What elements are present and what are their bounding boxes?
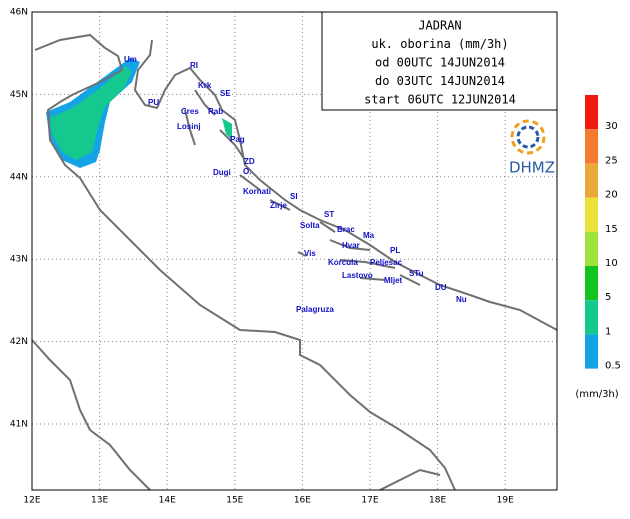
level-label: 25 bbox=[605, 155, 618, 166]
lat-label: 41N bbox=[10, 420, 28, 430]
place: Palagruza bbox=[296, 305, 334, 314]
color-swatch bbox=[585, 266, 598, 301]
islands bbox=[184, 89, 421, 286]
rain-area-inner bbox=[50, 66, 132, 160]
lon-label: 14E bbox=[159, 496, 176, 506]
place: ST bbox=[324, 210, 334, 219]
title-line: do 03UTC 14JUN2014 bbox=[375, 74, 505, 88]
title-line: start 06UTC 12JUN2014 bbox=[364, 93, 516, 107]
title-line: uk. oborina (mm/3h) bbox=[371, 37, 508, 51]
place: PL bbox=[390, 246, 400, 255]
place: Mljet bbox=[384, 276, 403, 285]
color-swatch bbox=[585, 334, 598, 369]
place: ZD bbox=[244, 157, 255, 166]
place-labels: Um PU RI Krk SE Cres Rab Losinj Pag ZD D… bbox=[124, 55, 467, 314]
place: Korcula bbox=[328, 258, 358, 267]
place: Um bbox=[124, 55, 137, 64]
lat-label: 45N bbox=[10, 90, 28, 100]
title-lines: JADRAN uk. oborina (mm/3h) od 00UTC 14JUN2… bbox=[364, 19, 516, 107]
color-swatch bbox=[585, 129, 598, 164]
place: Hvar bbox=[342, 241, 360, 250]
place: Ma bbox=[363, 231, 375, 240]
level-label: 5 bbox=[605, 292, 611, 303]
color-swatch bbox=[585, 197, 598, 232]
place: Pag bbox=[230, 135, 245, 144]
place: PU bbox=[148, 98, 159, 107]
level-label: 30 bbox=[605, 121, 618, 132]
title-line: JADRAN bbox=[418, 19, 461, 33]
place: SI bbox=[290, 192, 298, 201]
level-label: 10 bbox=[605, 258, 618, 269]
place: Lastovo bbox=[342, 271, 373, 280]
color-swatch bbox=[585, 300, 598, 335]
place: O. bbox=[243, 167, 251, 176]
place: SE bbox=[220, 89, 231, 98]
title-box bbox=[321, 11, 558, 111]
place: Dugi bbox=[213, 168, 231, 177]
place: Brac bbox=[337, 225, 355, 234]
level-label: 20 bbox=[605, 190, 618, 201]
lon-label: 16E bbox=[294, 496, 311, 506]
place: Nu bbox=[456, 295, 467, 304]
lon-label: 13E bbox=[91, 496, 108, 506]
title-line: od 00UTC 14JUN2014 bbox=[375, 56, 505, 70]
italy-coast bbox=[31, 33, 456, 491]
croatia-coast bbox=[133, 39, 558, 331]
lon-label: 18E bbox=[429, 496, 446, 506]
logo-text: DHMZ bbox=[509, 159, 555, 177]
place: DU bbox=[435, 283, 447, 292]
place: Peljesac bbox=[370, 258, 403, 267]
place: Zirje bbox=[270, 201, 287, 210]
map-frame bbox=[31, 11, 558, 491]
lat-label: 42N bbox=[10, 337, 28, 347]
lon-label: 17E bbox=[361, 496, 378, 506]
color-swatch bbox=[585, 163, 598, 198]
place: Krk bbox=[198, 81, 212, 90]
level-label: 1 bbox=[605, 326, 611, 337]
color-swatch bbox=[585, 231, 598, 266]
rain-area-small bbox=[222, 118, 232, 140]
place: Solta bbox=[300, 221, 320, 230]
level-label: 15 bbox=[605, 224, 618, 235]
place: Kornati bbox=[243, 187, 271, 196]
place: Cres bbox=[181, 107, 199, 116]
colorbar: 30 25 20 15 10 5 1 0.5 bbox=[585, 95, 621, 372]
place: Losinj bbox=[177, 122, 201, 131]
place: Rab bbox=[208, 107, 223, 116]
lon-label: 19E bbox=[497, 496, 514, 506]
lat-label: 44N bbox=[10, 172, 28, 182]
unit-label: (mm/3h) bbox=[575, 389, 618, 400]
place: STu bbox=[409, 269, 424, 278]
lon-label: 15E bbox=[226, 496, 243, 506]
lat-label: 43N bbox=[10, 255, 28, 265]
lat-label: 46N bbox=[10, 8, 28, 18]
color-swatch bbox=[585, 95, 598, 130]
level-label: 0.5 bbox=[605, 361, 621, 372]
lon-label: 12E bbox=[23, 496, 40, 506]
place: Vis bbox=[304, 249, 316, 258]
logo: DHMZ bbox=[509, 119, 555, 177]
place: RI bbox=[190, 61, 198, 70]
